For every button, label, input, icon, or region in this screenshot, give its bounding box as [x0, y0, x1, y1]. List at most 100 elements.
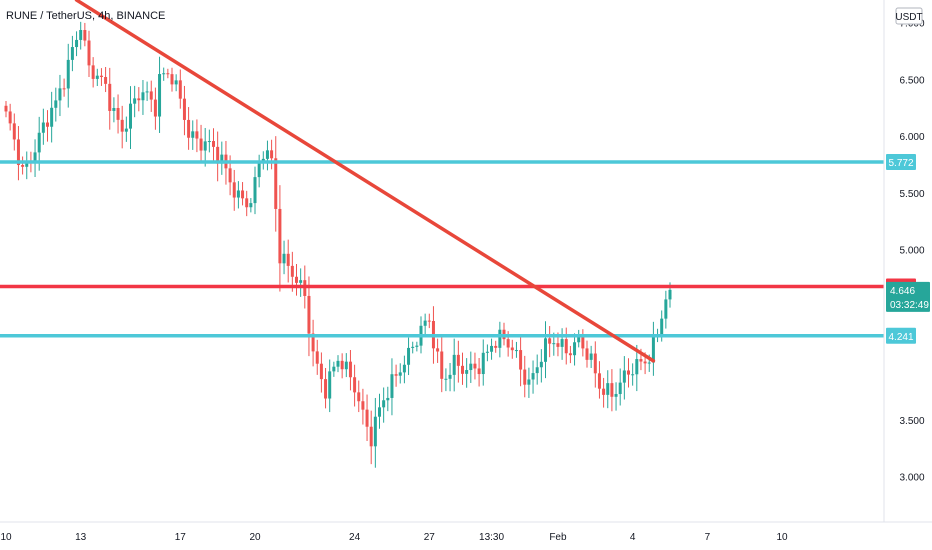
candle [278, 185, 282, 292]
candle-body [660, 318, 664, 335]
candle [651, 321, 655, 376]
current-price-badge: 4.646 03:32:49 [886, 281, 930, 312]
candle [585, 340, 589, 368]
candle [295, 263, 298, 296]
candle [444, 368, 448, 392]
candle [220, 141, 224, 175]
candle-body [577, 335, 581, 343]
candle-body [66, 59, 70, 89]
candle-body [212, 141, 215, 147]
candle-body [253, 177, 257, 204]
candle [469, 351, 473, 383]
currency-badge-box [895, 7, 923, 25]
price-tick-label: 3.500 [899, 416, 924, 427]
time-tick-label: Feb [549, 532, 567, 543]
candle-body [12, 123, 16, 140]
candle [178, 69, 182, 109]
candle [527, 367, 531, 398]
time-axis: 10 13 17 20 24 27 13:30 Feb 4 7 10 [0, 521, 932, 543]
candle [328, 359, 332, 413]
candle [398, 363, 402, 384]
currency-badge[interactable]: USDT [895, 7, 923, 25]
candle [373, 397, 377, 468]
candle [129, 86, 132, 150]
candle [236, 181, 240, 209]
candle [593, 341, 597, 388]
candle-body [510, 347, 514, 351]
candle [498, 321, 502, 358]
candle [4, 100, 8, 118]
candle-body [461, 365, 464, 374]
current-price-box [886, 281, 930, 312]
candle-body [290, 265, 294, 277]
candle [485, 344, 489, 362]
candle-body [469, 363, 473, 371]
candle-body [402, 364, 406, 373]
candle-body [423, 320, 427, 326]
candle [212, 128, 215, 161]
candle-body [635, 359, 639, 375]
candle [249, 198, 253, 213]
candle [386, 386, 390, 412]
candle [411, 341, 415, 354]
candle [253, 166, 257, 215]
candle [16, 126, 20, 181]
candle [519, 336, 523, 387]
candle-body [415, 345, 419, 347]
candle-body [394, 374, 398, 376]
candle-body [506, 339, 510, 348]
time-tick-label: 24 [349, 532, 361, 543]
candle-body [444, 378, 448, 380]
candle-body [170, 74, 174, 85]
candle-body [481, 352, 485, 375]
candle [340, 353, 344, 379]
candle-body [386, 397, 390, 401]
candle-body [498, 329, 502, 348]
candle [170, 67, 174, 92]
candle-body [311, 333, 315, 352]
candle [627, 358, 630, 388]
price-tick-label: 6.000 [899, 132, 924, 143]
candle-body [336, 360, 340, 367]
candle [124, 116, 128, 142]
candle-body [490, 345, 494, 352]
candle-body [643, 361, 647, 364]
level-badge-label: 4.241 [888, 332, 913, 343]
candle-body [427, 320, 431, 322]
candle-body [531, 373, 535, 380]
candle-body [668, 289, 672, 300]
candle-body [365, 409, 369, 427]
candle-body [324, 379, 328, 399]
candle-body [456, 354, 460, 366]
time-tick-label: 4 [630, 532, 636, 543]
candle [336, 355, 340, 373]
candle [635, 344, 639, 392]
candle [415, 341, 419, 352]
candle [622, 356, 626, 400]
level-badge-label: 5.772 [888, 158, 913, 169]
candle-body [527, 379, 531, 385]
candle [286, 239, 290, 283]
candle [187, 107, 191, 150]
candle [602, 377, 606, 408]
candle-body [41, 122, 45, 133]
candle-body [597, 373, 601, 389]
candle-body [465, 370, 469, 374]
candle [456, 340, 460, 383]
candle [162, 67, 166, 81]
candle [514, 341, 518, 358]
candle [232, 169, 236, 211]
symbol-title: RUNE / TetherUS, 4h, BINANCE [6, 10, 165, 22]
candle-body [610, 383, 614, 397]
candle-body [552, 343, 556, 345]
candle-body [436, 348, 440, 352]
candle [182, 85, 186, 136]
candle-body [187, 119, 191, 138]
candle [112, 97, 116, 123]
trendline[interactable] [74, 0, 656, 363]
candle [257, 154, 261, 188]
candle [407, 337, 411, 376]
candle [427, 313, 431, 329]
candle-body [33, 152, 37, 163]
